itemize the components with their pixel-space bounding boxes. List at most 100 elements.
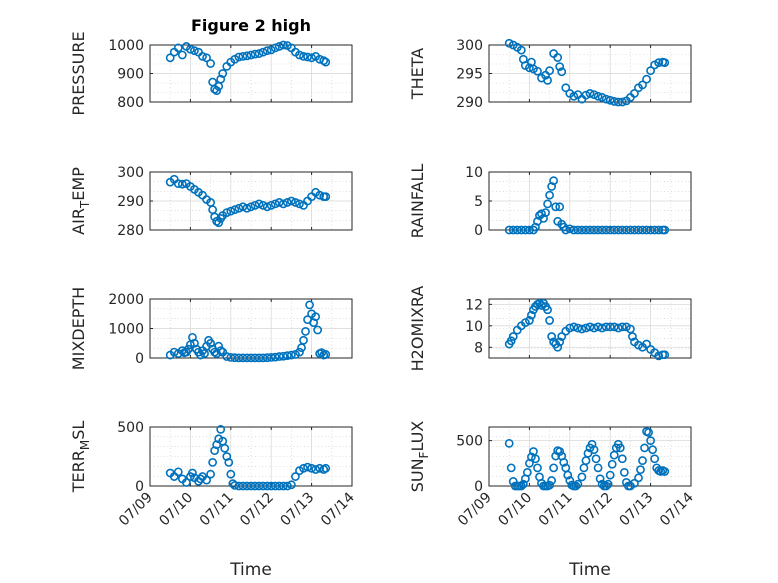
data-point — [321, 192, 331, 202]
data-point — [589, 445, 599, 455]
data-point — [585, 225, 595, 235]
data-point — [242, 51, 252, 61]
data-point — [311, 312, 321, 322]
data-point — [262, 353, 272, 363]
data-point — [321, 57, 331, 67]
data-point — [196, 350, 205, 360]
series-markers — [504, 38, 670, 107]
data-point — [295, 50, 304, 60]
data-point — [250, 481, 260, 491]
data-point — [258, 353, 268, 363]
y-axis-label: SUNFLUX — [408, 421, 431, 493]
series-markers — [504, 298, 670, 361]
data-point — [617, 322, 627, 332]
data-point — [188, 468, 197, 478]
subplot-5: 0 1000 2000 MIXDEPTH — [69, 287, 353, 370]
data-point — [646, 66, 655, 76]
data-point — [541, 208, 550, 217]
y-axis-label: RAINFALL — [408, 164, 427, 239]
data-point — [238, 353, 248, 363]
data-point — [262, 481, 272, 491]
data-point — [250, 353, 260, 363]
data-point — [307, 53, 316, 63]
data-point — [638, 80, 647, 90]
data-point — [313, 325, 323, 335]
data-point — [634, 473, 643, 483]
data-point — [504, 38, 514, 48]
data-point — [605, 95, 615, 105]
data-point — [508, 332, 518, 341]
data-point — [216, 74, 226, 84]
data-point — [516, 225, 526, 235]
y-tick-label: 10 — [465, 165, 483, 181]
data-point — [549, 337, 559, 347]
data-point — [571, 481, 581, 491]
data-point — [561, 225, 571, 235]
data-point — [291, 198, 300, 207]
y-tick-label: 295 — [456, 67, 483, 83]
data-point — [286, 480, 296, 490]
y-tick-label: 0 — [474, 223, 483, 239]
data-point — [527, 310, 536, 320]
y-tick-label: 2000 — [108, 292, 144, 308]
data-point — [617, 97, 627, 107]
data-point — [254, 199, 264, 209]
data-point — [307, 463, 316, 473]
data-point — [642, 339, 651, 349]
data-point — [216, 346, 226, 356]
y-axis-label: AIRTEMP — [69, 167, 92, 235]
y-tick-label: 500 — [456, 434, 483, 450]
data-point — [299, 52, 308, 61]
data-point — [270, 352, 280, 362]
data-point — [642, 74, 651, 84]
data-point — [565, 323, 575, 333]
data-point — [504, 438, 514, 448]
data-point — [222, 208, 232, 217]
data-point — [660, 58, 670, 68]
data-point — [238, 202, 248, 212]
data-point — [585, 89, 595, 98]
data-point — [315, 190, 325, 200]
data-point — [621, 225, 631, 235]
y-tick-label: 5 — [474, 194, 483, 210]
data-point — [605, 322, 615, 332]
data-point — [214, 218, 224, 228]
data-point — [238, 481, 248, 491]
data-point — [593, 463, 603, 473]
y-tick-label: 800 — [117, 95, 144, 111]
data-point — [609, 97, 619, 106]
data-point — [319, 56, 329, 66]
data-point — [305, 300, 314, 310]
data-point — [587, 439, 597, 449]
data-point — [551, 202, 561, 212]
data-point — [202, 475, 211, 485]
data-point — [609, 322, 619, 332]
data-point — [504, 225, 514, 235]
data-point — [646, 225, 655, 235]
subplot-1: 800 900 1000 PRESSURE Figure 2 high — [69, 16, 353, 116]
subplot-4: 0 5 10 RAINFALL — [408, 164, 692, 239]
y-tick-label: 300 — [117, 165, 144, 181]
data-point — [559, 457, 569, 467]
y-tick-label: 0 — [474, 479, 483, 495]
data-point — [242, 353, 252, 363]
data-point — [214, 341, 224, 351]
data-point — [531, 454, 540, 464]
data-point — [545, 190, 554, 200]
data-point — [282, 351, 292, 361]
data-point — [173, 43, 183, 53]
data-point — [644, 428, 653, 437]
data-point — [506, 463, 516, 473]
data-point — [230, 353, 240, 363]
data-point — [238, 52, 248, 61]
data-point — [525, 316, 534, 325]
data-point — [254, 353, 264, 363]
data-point — [609, 225, 619, 235]
data-point — [274, 42, 284, 51]
data-point — [303, 462, 312, 472]
data-point — [266, 200, 276, 210]
y-tick-label: 300 — [456, 38, 483, 54]
data-point — [274, 352, 284, 361]
data-point — [206, 469, 215, 479]
data-point — [626, 324, 635, 334]
